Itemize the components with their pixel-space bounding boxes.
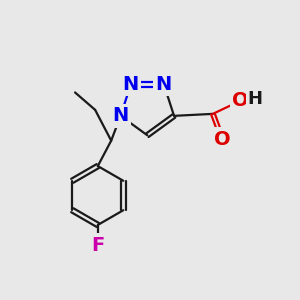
Text: F: F xyxy=(91,236,104,254)
Text: H: H xyxy=(248,90,262,108)
Text: O: O xyxy=(232,91,249,110)
Text: N: N xyxy=(156,75,172,94)
Text: O: O xyxy=(214,130,231,149)
Text: N: N xyxy=(123,75,139,94)
Text: N: N xyxy=(112,106,129,125)
